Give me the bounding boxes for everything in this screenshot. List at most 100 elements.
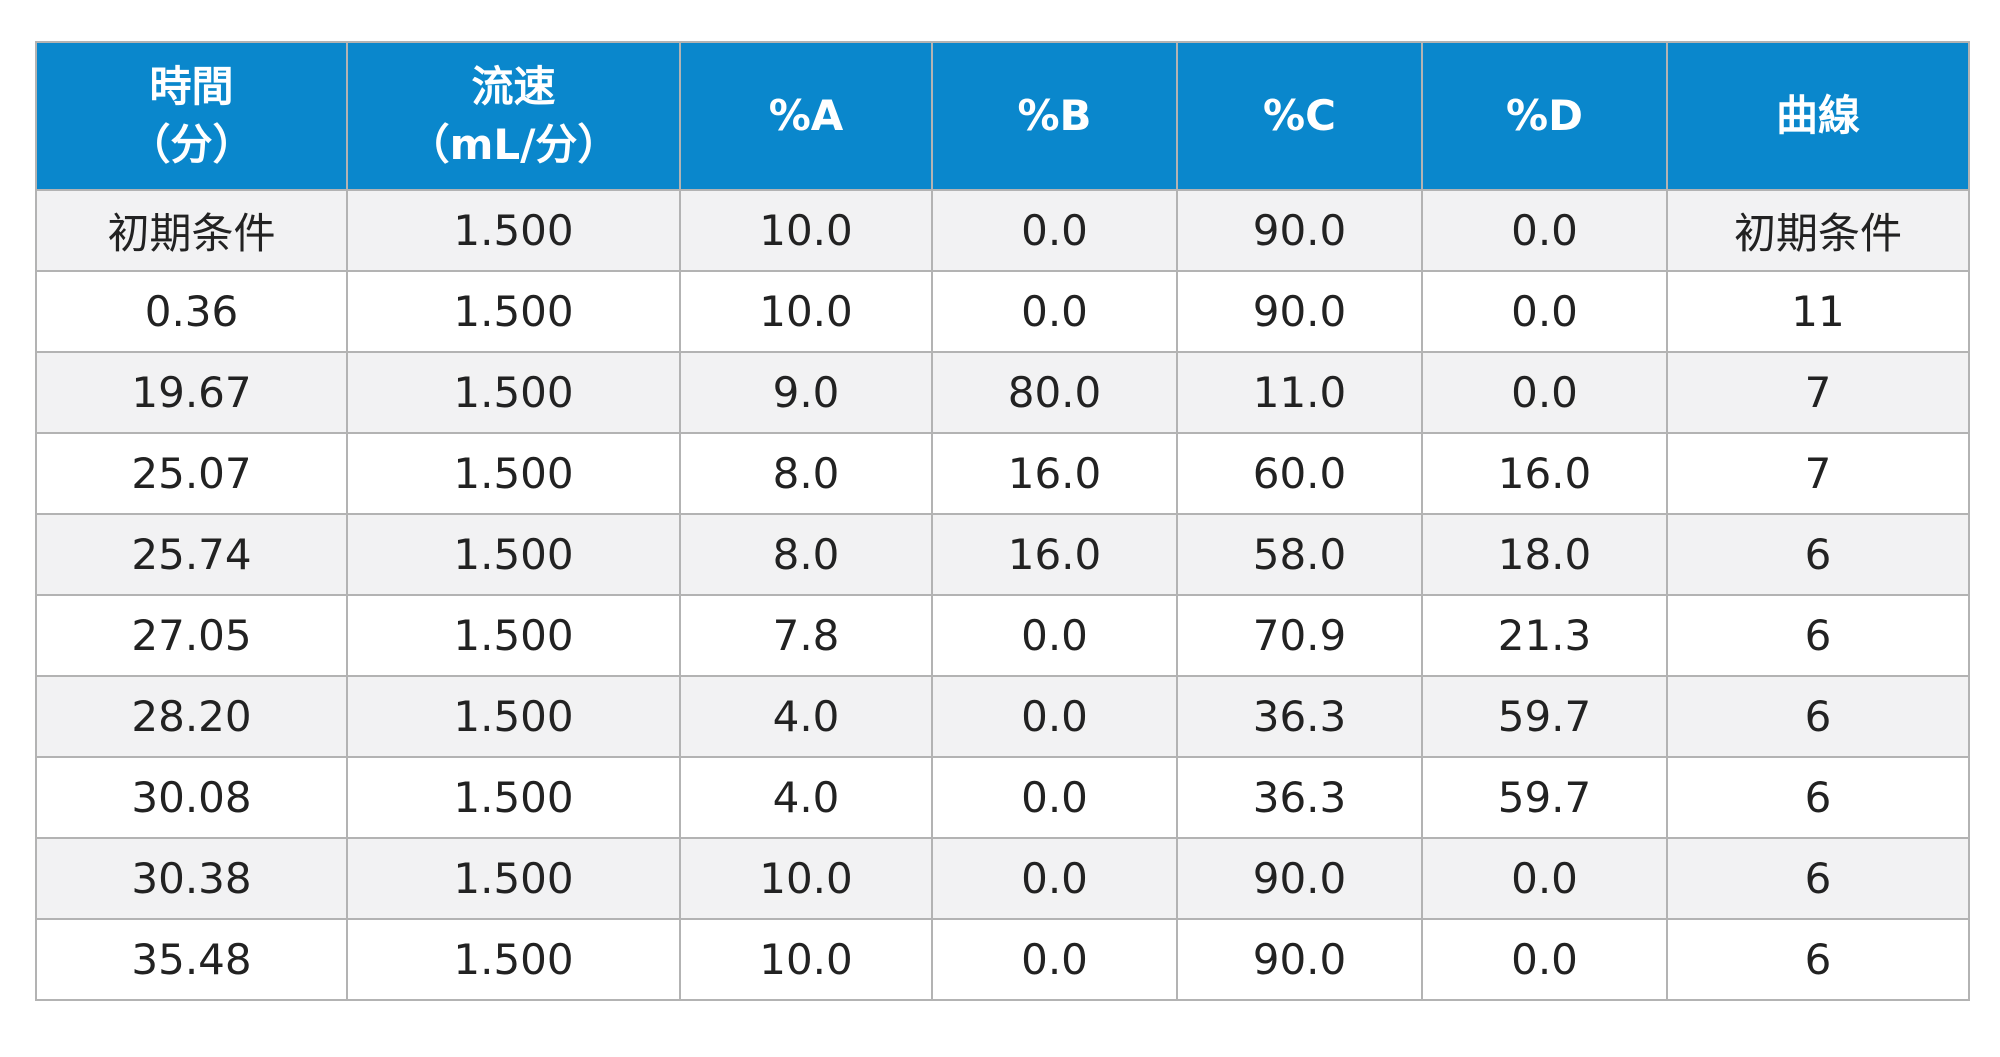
cell-percent-a: 4.0 (679, 756, 933, 839)
table-body: 初期条件 1.500 10.0 0.0 90.0 0.0 初期条件 0.36 1.500 10.0… (35, 189, 1970, 1001)
cell-percent-b: 0.0 (931, 675, 1178, 758)
cell-curve: 6 (1666, 756, 1970, 839)
cell-percent-d: 18.0 (1421, 513, 1668, 596)
cell-percent-b: 80.0 (931, 351, 1178, 434)
cell-percent-b: 0.0 (931, 918, 1178, 1001)
header-time-unit: （分） (128, 120, 255, 169)
cell-percent-b: 0.0 (931, 837, 1178, 920)
cell-percent-c: 90.0 (1176, 837, 1423, 920)
cell-flow-rate: 1.500 (346, 432, 681, 515)
cell-time: 25.07 (35, 432, 348, 515)
cell-percent-d: 0.0 (1421, 351, 1668, 434)
cell-curve: 6 (1666, 918, 1970, 1001)
cell-time: 30.38 (35, 837, 348, 920)
cell-percent-a: 10.0 (679, 270, 933, 353)
cell-curve: 6 (1666, 837, 1970, 920)
cell-percent-c: 11.0 (1176, 351, 1423, 434)
cell-percent-b: 0.0 (931, 756, 1178, 839)
cell-percent-d: 59.7 (1421, 756, 1668, 839)
cell-time: 25.74 (35, 513, 348, 596)
cell-time: 初期条件 (35, 189, 348, 272)
cell-flow-rate: 1.500 (346, 189, 681, 272)
header-curve: 曲線 (1666, 41, 1970, 191)
cell-percent-d: 0.0 (1421, 270, 1668, 353)
header-time-label: 時間 (149, 62, 234, 111)
cell-percent-c: 58.0 (1176, 513, 1423, 596)
cell-time: 28.20 (35, 675, 348, 758)
table-row: 27.05 1.500 7.8 0.0 70.9 21.3 6 (35, 594, 1970, 677)
cell-flow-rate: 1.500 (346, 351, 681, 434)
cell-percent-c: 36.3 (1176, 756, 1423, 839)
header-curve-label: 曲線 (1775, 91, 1860, 140)
cell-percent-c: 90.0 (1176, 270, 1423, 353)
cell-percent-a: 10.0 (679, 918, 933, 1001)
header-time: 時間 （分） (35, 41, 348, 191)
table-row: 28.20 1.500 4.0 0.0 36.3 59.7 6 (35, 675, 1970, 758)
cell-percent-a: 8.0 (679, 513, 933, 596)
cell-percent-b: 0.0 (931, 270, 1178, 353)
table-row: 0.36 1.500 10.0 0.0 90.0 0.0 11 (35, 270, 1970, 353)
cell-percent-b: 0.0 (931, 189, 1178, 272)
cell-percent-b: 16.0 (931, 513, 1178, 596)
cell-percent-d: 59.7 (1421, 675, 1668, 758)
table-row: 25.07 1.500 8.0 16.0 60.0 16.0 7 (35, 432, 1970, 515)
cell-percent-a: 10.0 (679, 189, 933, 272)
header-percent-d: %D (1421, 41, 1668, 191)
header-percent-b-label: %B (1017, 91, 1092, 140)
header-percent-c: %C (1176, 41, 1423, 191)
cell-percent-b: 0.0 (931, 594, 1178, 677)
cell-curve: 7 (1666, 432, 1970, 515)
cell-percent-a: 4.0 (679, 675, 933, 758)
table-row: 30.08 1.500 4.0 0.0 36.3 59.7 6 (35, 756, 1970, 839)
cell-time: 19.67 (35, 351, 348, 434)
cell-curve: 6 (1666, 594, 1970, 677)
table-row: 30.38 1.500 10.0 0.0 90.0 0.0 6 (35, 837, 1970, 920)
header-percent-a: %A (679, 41, 933, 191)
cell-flow-rate: 1.500 (346, 918, 681, 1001)
gradient-table: 時間 （分） 流速 （mL/分） %A %B %C %D 曲線 初期条 (35, 41, 1970, 1001)
cell-curve: 11 (1666, 270, 1970, 353)
cell-curve: 7 (1666, 351, 1970, 434)
cell-percent-c: 60.0 (1176, 432, 1423, 515)
cell-percent-d: 16.0 (1421, 432, 1668, 515)
cell-time: 30.08 (35, 756, 348, 839)
table-row: 19.67 1.500 9.0 80.0 11.0 0.0 7 (35, 351, 1970, 434)
cell-percent-a: 10.0 (679, 837, 933, 920)
header-percent-c-label: %C (1263, 91, 1336, 140)
cell-percent-a: 8.0 (679, 432, 933, 515)
cell-flow-rate: 1.500 (346, 270, 681, 353)
cell-flow-rate: 1.500 (346, 837, 681, 920)
cell-time: 27.05 (35, 594, 348, 677)
table-row: 初期条件 1.500 10.0 0.0 90.0 0.0 初期条件 (35, 189, 1970, 272)
table-header: 時間 （分） 流速 （mL/分） %A %B %C %D 曲線 (35, 41, 1970, 191)
cell-percent-b: 16.0 (931, 432, 1178, 515)
cell-percent-d: 0.0 (1421, 918, 1668, 1001)
header-flow-rate: 流速 （mL/分） (346, 41, 681, 191)
cell-percent-d: 21.3 (1421, 594, 1668, 677)
cell-flow-rate: 1.500 (346, 756, 681, 839)
table-row: 25.74 1.500 8.0 16.0 58.0 18.0 6 (35, 513, 1970, 596)
header-row: 時間 （分） 流速 （mL/分） %A %B %C %D 曲線 (35, 41, 1970, 191)
header-flow-rate-unit: （mL/分） (407, 120, 620, 169)
cell-percent-d: 0.0 (1421, 837, 1668, 920)
table-row: 35.48 1.500 10.0 0.0 90.0 0.0 6 (35, 918, 1970, 1001)
cell-percent-a: 7.8 (679, 594, 933, 677)
cell-percent-c: 90.0 (1176, 189, 1423, 272)
cell-time: 35.48 (35, 918, 348, 1001)
header-percent-b: %B (931, 41, 1178, 191)
header-percent-d-label: %D (1506, 91, 1583, 140)
cell-flow-rate: 1.500 (346, 675, 681, 758)
header-percent-a-label: %A (768, 91, 844, 140)
cell-curve: 6 (1666, 675, 1970, 758)
header-flow-rate-label: 流速 (471, 62, 556, 111)
cell-percent-c: 70.9 (1176, 594, 1423, 677)
cell-curve: 6 (1666, 513, 1970, 596)
cell-percent-c: 90.0 (1176, 918, 1423, 1001)
cell-percent-c: 36.3 (1176, 675, 1423, 758)
cell-curve: 初期条件 (1666, 189, 1970, 272)
cell-time: 0.36 (35, 270, 348, 353)
cell-flow-rate: 1.500 (346, 513, 681, 596)
cell-percent-d: 0.0 (1421, 189, 1668, 272)
cell-flow-rate: 1.500 (346, 594, 681, 677)
cell-percent-a: 9.0 (679, 351, 933, 434)
